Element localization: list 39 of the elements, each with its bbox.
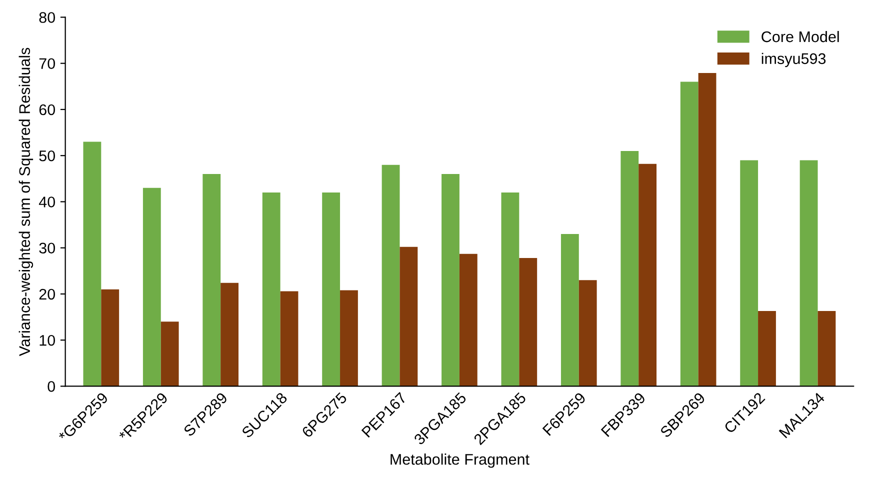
bar bbox=[382, 164, 400, 386]
y-tick-label: 50 bbox=[39, 150, 56, 162]
y-tick-label: 0 bbox=[48, 381, 56, 392]
y-tick-label: 30 bbox=[39, 242, 56, 254]
legend-label: Core Model bbox=[762, 30, 839, 42]
legend-label: imsyu593 bbox=[762, 52, 826, 68]
x-axis-title: Metabolite Fragment bbox=[390, 454, 530, 468]
bar bbox=[262, 192, 280, 386]
bar bbox=[800, 160, 818, 386]
bar bbox=[620, 150, 639, 386]
bar bbox=[818, 311, 836, 386]
bar bbox=[160, 322, 179, 386]
bar bbox=[560, 234, 579, 386]
bar bbox=[501, 192, 520, 386]
bar bbox=[322, 192, 340, 386]
bar bbox=[638, 164, 657, 386]
bar bbox=[202, 174, 221, 386]
bar bbox=[442, 174, 460, 386]
bar bbox=[680, 82, 698, 386]
bar bbox=[459, 254, 478, 386]
bar bbox=[519, 258, 538, 386]
y-tick-label: 80 bbox=[39, 12, 56, 23]
bar bbox=[578, 280, 597, 386]
y-axis-title: Variance-weighted sum of Squared Residuals bbox=[18, 48, 34, 356]
bar bbox=[280, 291, 298, 386]
bar bbox=[340, 290, 358, 386]
y-tick-label: 40 bbox=[38, 196, 56, 208]
y-tick-label: 70 bbox=[39, 58, 56, 70]
bar bbox=[740, 160, 758, 386]
y-tick-label: 10 bbox=[40, 334, 56, 346]
bar bbox=[220, 282, 238, 386]
bar bbox=[400, 246, 418, 386]
y-tick-label: 60 bbox=[39, 104, 56, 116]
bar bbox=[101, 289, 120, 386]
bar bbox=[698, 73, 716, 386]
y-tick-label: 20 bbox=[39, 288, 56, 300]
bar bbox=[142, 188, 161, 386]
bar bbox=[758, 311, 776, 386]
bar bbox=[83, 142, 102, 386]
